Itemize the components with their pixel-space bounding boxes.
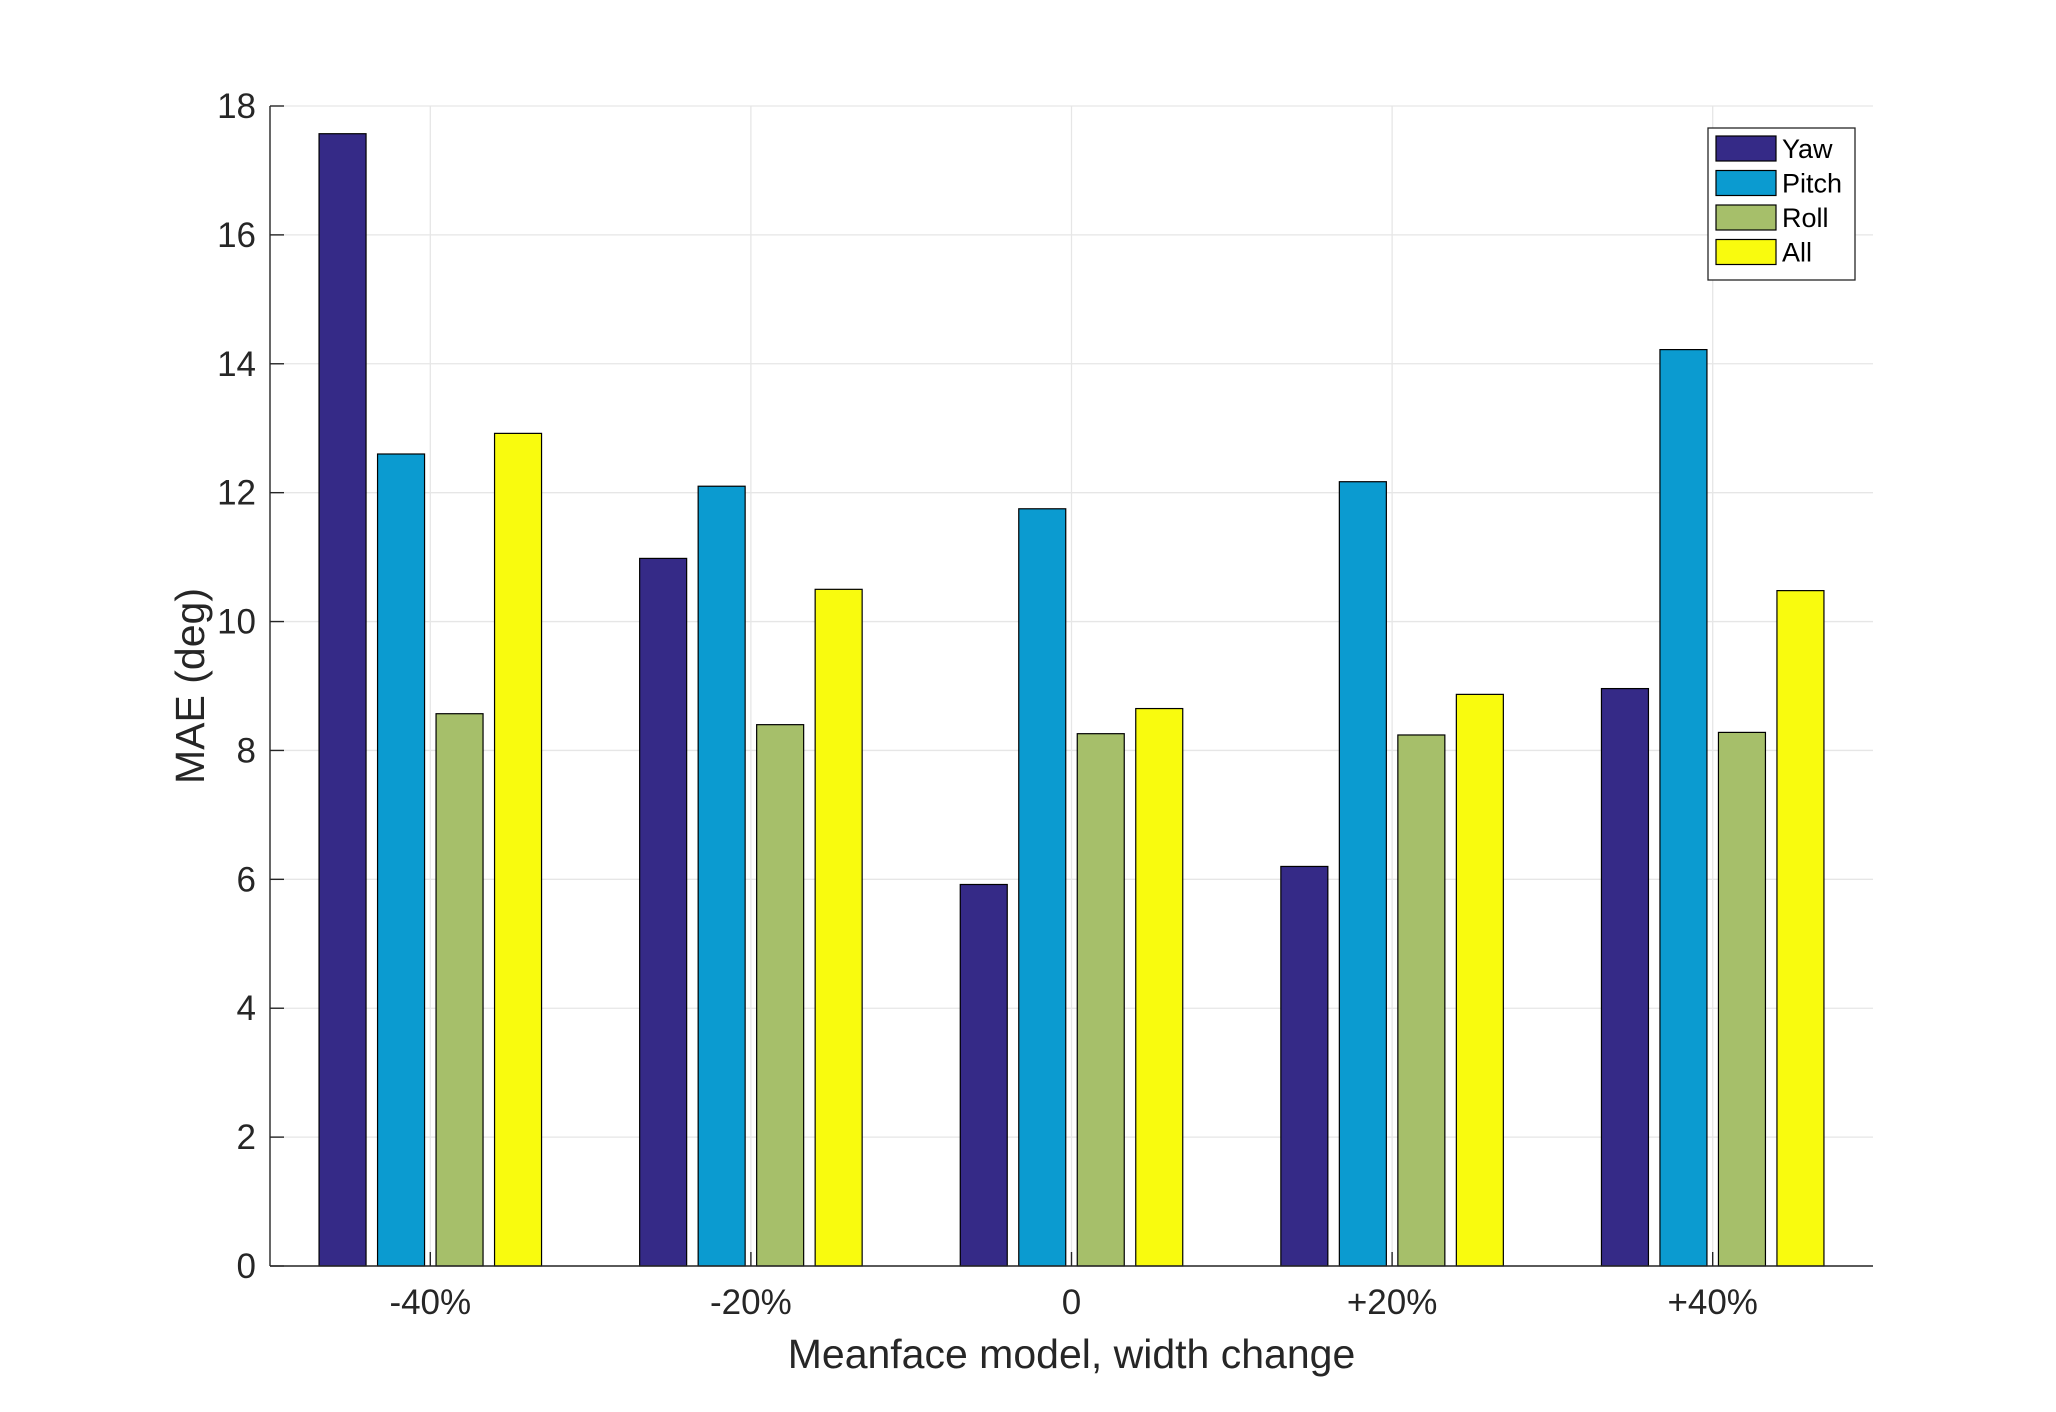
y-tick-label: 4 — [237, 989, 256, 1028]
bar-yaw-4 — [1600, 687, 1650, 1267]
x-axis-label: Meanface model, width change — [788, 1331, 1356, 1377]
bar-pitch-3 — [1338, 481, 1387, 1267]
bar-roll-2 — [1076, 733, 1125, 1267]
y-tick-label: 14 — [217, 345, 256, 384]
bar-group — [318, 133, 1825, 1267]
x-tick-label: -40% — [389, 1283, 471, 1322]
x-tick-label: 0 — [1062, 1283, 1081, 1322]
bar-all-3 — [1455, 693, 1504, 1267]
legend-swatch-all — [1715, 238, 1777, 266]
bar-yaw-3 — [1280, 865, 1329, 1267]
legend-swatch-yaw — [1715, 135, 1777, 162]
bar-pitch-2 — [1018, 508, 1067, 1267]
y-tick-label: 8 — [237, 731, 256, 770]
bar-all-2 — [1135, 707, 1184, 1267]
bar-roll-4 — [1717, 731, 1767, 1267]
bar-all-0 — [493, 432, 543, 1267]
y-tick-label: 0 — [237, 1247, 256, 1286]
x-tick-label: -20% — [710, 1283, 792, 1322]
axes — [269, 105, 1873, 1267]
bar-pitch-1 — [697, 485, 746, 1267]
legend: Yaw Pitch Roll All — [1707, 127, 1856, 281]
legend-label-yaw: Yaw — [1782, 134, 1833, 164]
x-tick-label: +20% — [1347, 1283, 1438, 1322]
y-tick-label: 16 — [217, 216, 256, 255]
y-tick-label: 2 — [237, 1118, 256, 1157]
y-tick-label: 6 — [237, 860, 256, 899]
y-axis-label: MAE (deg) — [167, 588, 213, 784]
legend-swatch-roll — [1715, 204, 1777, 231]
x-tick-labels: -40% -20% 0 +20% +40% — [389, 1283, 1758, 1322]
bar-all-4 — [1776, 590, 1825, 1267]
legend-label-pitch: Pitch — [1782, 169, 1842, 199]
legend-swatch-pitch — [1715, 169, 1777, 197]
y-tick-label: 10 — [217, 603, 256, 642]
bar-pitch-0 — [376, 453, 426, 1267]
bar-roll-3 — [1397, 734, 1446, 1267]
legend-label-roll: Roll — [1782, 203, 1829, 233]
x-tick-label: +40% — [1667, 1283, 1758, 1322]
bar-yaw-2 — [959, 883, 1008, 1267]
bar-yaw-0 — [318, 133, 367, 1267]
y-tick-labels: 0 2 4 6 8 10 12 14 16 18 — [217, 87, 256, 1286]
bar-all-1 — [814, 588, 863, 1267]
legend-label-all: All — [1782, 238, 1812, 268]
bar-yaw-1 — [639, 557, 688, 1267]
y-tick-label: 12 — [217, 474, 256, 513]
bar-pitch-4 — [1659, 349, 1708, 1267]
y-tick-label: 18 — [217, 87, 256, 126]
bar-roll-0 — [435, 713, 484, 1267]
bar-roll-1 — [756, 724, 805, 1267]
